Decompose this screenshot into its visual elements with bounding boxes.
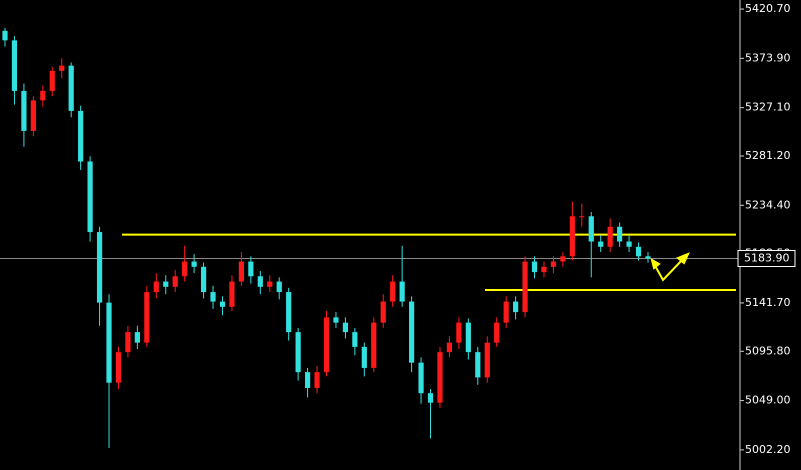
arrow-tail <box>650 257 661 270</box>
candle-body <box>87 161 93 233</box>
candle-body <box>267 281 273 287</box>
candle-body <box>125 332 131 353</box>
candle-body <box>163 281 169 287</box>
candle-body <box>579 216 585 218</box>
candle-body <box>134 332 140 343</box>
y-tick-label: 5327.10 <box>745 101 791 114</box>
candle-body <box>617 226 623 242</box>
candle-body <box>323 317 330 373</box>
candle-body <box>427 393 434 403</box>
candle-body <box>286 292 292 333</box>
y-tick-label: 5095.80 <box>745 344 791 357</box>
candle-body <box>494 322 500 343</box>
candle-body <box>304 372 311 388</box>
candle-body <box>446 342 453 353</box>
last-price-label: 5183.90 <box>744 251 790 264</box>
candle-body <box>418 362 424 394</box>
arrow-head <box>676 252 690 265</box>
candle-body <box>598 241 604 247</box>
candle-body <box>106 302 112 383</box>
arrow-path <box>652 257 685 282</box>
candle-body <box>541 266 547 273</box>
candle-body <box>342 322 349 333</box>
candle-body <box>333 317 339 323</box>
y-tick-label: 5234.40 <box>745 198 791 211</box>
candle-body <box>276 281 282 293</box>
candle-body <box>144 292 150 343</box>
candle-body <box>153 281 159 293</box>
y-tick-label: 5373.90 <box>745 51 791 64</box>
candle-body <box>626 241 632 247</box>
candle-body <box>560 256 566 262</box>
candle-body <box>437 352 443 403</box>
candle-body <box>361 346 367 368</box>
candle-body <box>68 65 74 111</box>
candle-body <box>645 256 651 259</box>
candle-body <box>465 322 471 353</box>
candle-body <box>219 301 226 307</box>
candle-body <box>503 301 509 323</box>
candle-body <box>115 352 122 383</box>
candle-body <box>522 261 528 313</box>
candle-body <box>371 322 377 368</box>
candle-body <box>607 226 613 247</box>
candle-body <box>550 261 557 267</box>
candle-body <box>390 281 396 302</box>
candle-body <box>210 292 216 302</box>
candle-body <box>409 301 415 363</box>
candle-body <box>59 65 65 71</box>
candle-body <box>78 110 84 162</box>
y-tick-label: 5281.20 <box>745 149 791 162</box>
candle-body <box>238 261 244 282</box>
candle-body <box>484 342 490 378</box>
candle-body <box>295 332 301 373</box>
candle-body <box>49 70 55 91</box>
y-tick-label: 5049.00 <box>745 394 791 407</box>
candle-body <box>531 261 538 273</box>
candle-body <box>229 281 235 307</box>
candle-body <box>456 322 462 343</box>
candle-body <box>200 266 207 293</box>
candle-body <box>2 30 8 41</box>
y-tick-label: 5141.70 <box>745 296 791 309</box>
candle-body <box>635 246 642 257</box>
candle-body <box>475 352 481 378</box>
candle-body <box>172 276 178 287</box>
candle-body <box>352 332 358 347</box>
candle-body <box>182 261 188 277</box>
candle-body <box>248 261 254 277</box>
drawn-arrow <box>650 252 690 282</box>
candle-body <box>513 301 519 313</box>
candle-body <box>30 100 36 131</box>
candle-body <box>314 372 320 388</box>
last-price-box <box>737 249 796 267</box>
candle-body <box>399 281 405 302</box>
candle-body <box>588 216 594 242</box>
candle-body <box>191 261 197 267</box>
candle-body <box>11 40 18 91</box>
candle-body <box>569 216 575 257</box>
y-tick-label: 5002.20 <box>745 443 791 456</box>
candle-body <box>380 301 386 323</box>
candle-body <box>40 90 46 101</box>
candle-body <box>21 90 27 131</box>
plot-layer <box>0 27 740 448</box>
candle-body <box>257 276 263 287</box>
y-tick-label: 5420.70 <box>745 2 791 15</box>
candle-body <box>96 232 103 303</box>
